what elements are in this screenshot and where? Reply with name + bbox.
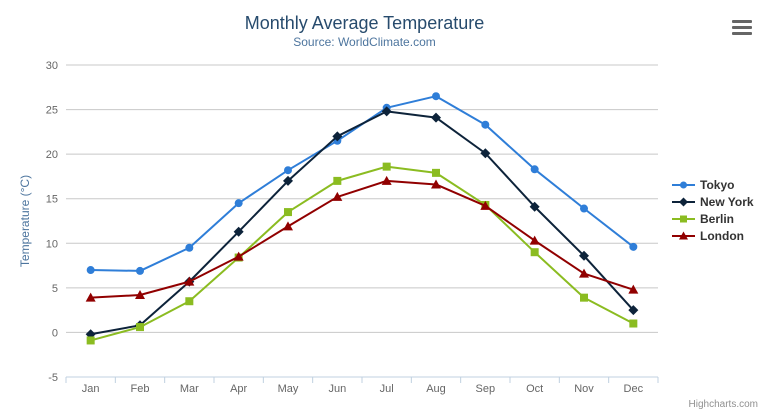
series-new-york[interactable] [85,106,639,340]
diamond-marker [679,197,688,206]
x-tick-label: Jan [82,383,100,395]
square-marker[interactable] [530,248,539,257]
triangle-marker [679,231,688,239]
triangle-marker[interactable] [233,251,244,261]
square-marker[interactable] [580,293,588,302]
diamond-marker[interactable] [480,148,491,159]
legend-item-berlin[interactable]: Berlin [672,210,754,227]
triangle-marker[interactable] [135,289,145,299]
square-marker[interactable] [333,176,342,185]
y-tick-label: -5 [48,372,58,384]
circle-marker [680,181,687,188]
diamond-marker[interactable] [381,106,392,117]
triangle-marker[interactable] [283,221,293,231]
legend-item-tokyo[interactable]: Tokyo [672,176,754,193]
diamond-marker[interactable] [233,226,244,237]
x-tick-label: Jun [328,383,346,395]
circle-marker[interactable] [629,242,638,251]
series-line [90,110,635,336]
circle-marker[interactable] [284,166,292,175]
x-tick-label: Oct [526,383,543,395]
y-axis-title: Temperature (°C) [18,174,32,268]
x-tick-label: Jul [380,383,394,395]
square-marker[interactable] [86,336,95,345]
x-tick-label: May [278,383,299,395]
y-tick-label: 15 [46,194,58,206]
series-line [90,165,634,342]
legend-item-new-york[interactable]: New York [672,193,754,210]
diamond-marker[interactable] [628,305,639,316]
x-tick-label: Aug [426,383,446,395]
y-tick-label: 20 [46,149,58,161]
circle-marker[interactable] [432,92,440,101]
series-line [90,95,634,272]
hamburger-icon [732,25,752,29]
legend: Tokyo New York Berlin London [672,176,754,244]
circle-marker[interactable] [234,199,243,208]
legend-marker-circle [672,181,695,188]
export-menu-button[interactable] [728,15,756,39]
triangle-marker[interactable] [431,179,441,189]
square-marker[interactable] [382,162,391,171]
hamburger-icon [732,19,752,23]
series-tokyo[interactable] [86,92,638,275]
triangle-marker[interactable] [184,276,195,286]
legend-marker-square [672,215,695,222]
legend-marker-diamond [672,197,695,206]
y-tick-label: 10 [46,238,58,250]
square-marker[interactable] [432,168,440,177]
triangle-marker[interactable] [381,175,392,185]
x-tick-label: Sep [476,383,496,395]
y-tick-label: 25 [46,105,58,117]
legend-marker-triangle [672,231,695,239]
legend-label: Tokyo [700,177,735,192]
circle-marker[interactable] [86,266,95,275]
triangle-marker[interactable] [480,200,491,210]
triangle-marker[interactable] [628,284,639,294]
circle-marker[interactable] [185,243,194,252]
credits-link[interactable]: Highcharts.com [688,399,758,410]
diamond-marker[interactable] [579,250,589,261]
triangle-marker[interactable] [332,191,343,201]
diamond-marker[interactable] [431,112,441,123]
legend-label: New York [700,194,754,209]
x-tick-label: Apr [230,383,247,395]
y-tick-label: 30 [46,60,58,72]
x-tick-label: Mar [180,383,199,395]
square-marker [680,215,687,222]
x-tick-label: Feb [131,383,150,395]
series-line [90,179,634,299]
x-tick-label: Nov [574,383,594,395]
circle-marker[interactable] [136,266,144,275]
diamond-marker[interactable] [529,201,540,212]
square-marker[interactable] [136,323,144,332]
square-marker[interactable] [284,208,292,217]
y-tick-label: 5 [52,283,58,295]
circle-marker[interactable] [530,165,539,174]
diamond-marker[interactable] [332,131,343,142]
hamburger-icon [732,31,752,35]
y-tick-label: 0 [52,327,58,339]
x-tick-label: Dec [624,383,644,395]
diamond-marker[interactable] [283,175,293,186]
triangle-marker[interactable] [579,268,589,278]
chart-subtitle: Source: WorldClimate.com [293,35,436,49]
chart-title: Monthly Average Temperature [244,13,485,33]
triangle-marker[interactable] [85,292,96,302]
square-marker[interactable] [185,297,194,306]
legend-item-london[interactable]: London [672,227,754,244]
circle-marker[interactable] [580,204,588,213]
circle-marker[interactable] [481,120,490,129]
triangle-marker[interactable] [529,235,540,245]
series-london[interactable] [85,175,639,302]
square-marker[interactable] [629,319,638,328]
legend-label: Berlin [700,211,735,226]
legend-label: London [700,228,744,243]
